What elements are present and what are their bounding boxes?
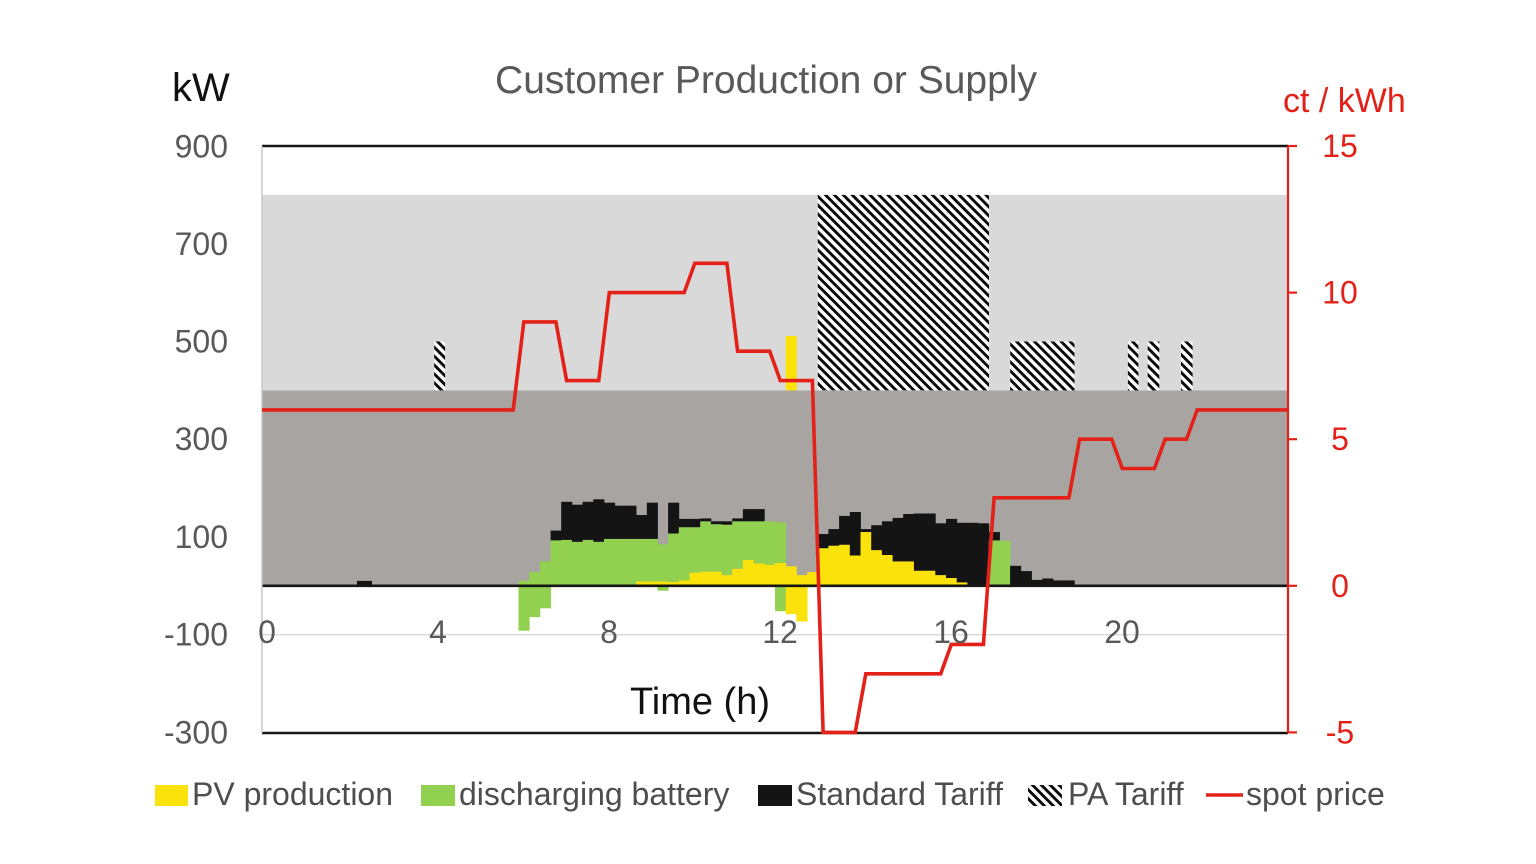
svg-text:Standard Tariff: Standard Tariff [796, 776, 1003, 812]
svg-text:15: 15 [1322, 128, 1358, 164]
svg-text:900: 900 [175, 129, 228, 165]
svg-text:10: 10 [1322, 275, 1358, 311]
svg-text:PA Tariff: PA Tariff [1068, 776, 1184, 812]
svg-text:300: 300 [175, 421, 228, 457]
svg-text:500: 500 [175, 324, 228, 360]
svg-text:12: 12 [762, 614, 798, 650]
svg-text:700: 700 [175, 226, 228, 262]
svg-text:0: 0 [258, 614, 276, 650]
svg-text:8: 8 [600, 614, 618, 650]
svg-text:Customer Production or Supply: Customer Production or Supply [495, 59, 1037, 102]
svg-text:20: 20 [1104, 614, 1140, 650]
svg-text:-5: -5 [1326, 714, 1354, 750]
svg-text:kW: kW [172, 66, 230, 110]
svg-text:ct / kWh: ct / kWh [1283, 82, 1406, 120]
svg-text:-100: -100 [164, 617, 228, 653]
svg-text:Time (h): Time (h) [630, 681, 770, 723]
svg-text:5: 5 [1331, 421, 1349, 457]
svg-text:4: 4 [429, 614, 447, 650]
svg-text:discharging battery: discharging battery [459, 776, 729, 812]
svg-text:spot price: spot price [1246, 776, 1385, 812]
svg-text:16: 16 [933, 614, 969, 650]
svg-text:0: 0 [1331, 568, 1349, 604]
svg-text:100: 100 [175, 519, 228, 555]
svg-text:PV production: PV production [192, 776, 393, 812]
svg-text:-300: -300 [164, 714, 228, 750]
